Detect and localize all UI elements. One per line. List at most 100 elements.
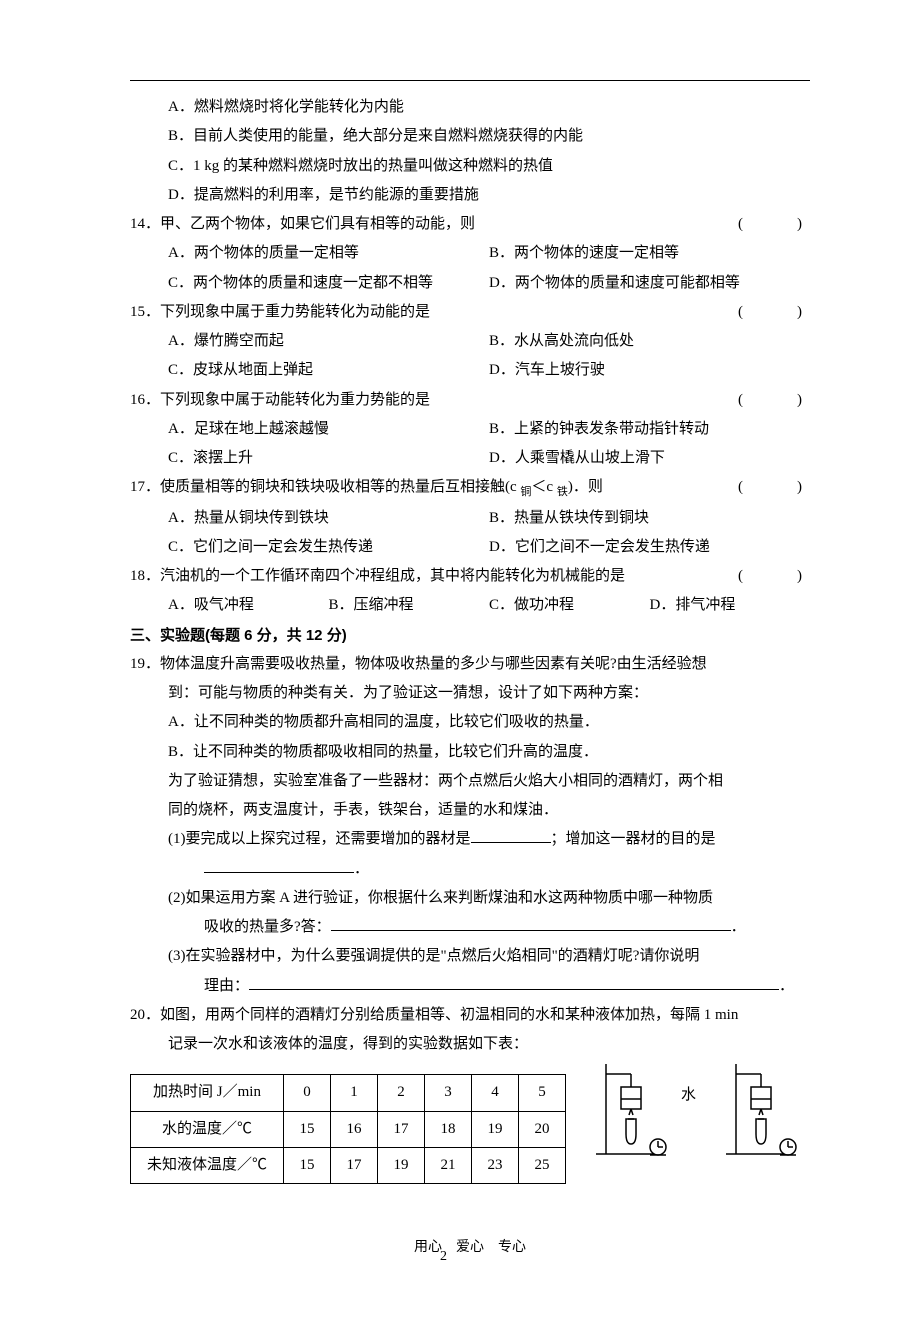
table-cell: 19 bbox=[472, 1111, 519, 1147]
table-cell: 21 bbox=[425, 1147, 472, 1183]
q15-text: 下列现象中属于重力势能转化为动能的是 bbox=[160, 304, 430, 320]
q18-opts: A．吸气冲程 B．压缩冲程 C．做功冲程 D．排气冲程 bbox=[130, 591, 810, 620]
q18-text: 汽油机的一个工作循环南四个冲程组成，其中将内能转化为机械能的是 bbox=[160, 568, 625, 584]
q16-opts-ab: A．足球在地上越滚越慢 B．上紧的钟表发条带动指针转动 bbox=[130, 415, 810, 444]
q19: 19．物体温度升高需要吸收热量，物体吸收热量的多少与哪些因素有关呢?由生活经验想 bbox=[130, 650, 810, 679]
q20-num: 20． bbox=[130, 1007, 160, 1023]
q17-opts-cd: C．它们之间一定会发生热传递 D．它们之间不一定会发生热传递 bbox=[130, 533, 810, 562]
blank-2 bbox=[204, 857, 354, 873]
q19-num: 19． bbox=[130, 656, 160, 672]
q17-optB: B．热量从铁块传到铜块 bbox=[489, 504, 810, 533]
apparatus-diagram: 水 bbox=[596, 1059, 836, 1169]
q17-text-b: ＜c bbox=[531, 479, 556, 495]
table-row: 未知液体温度／℃ 15 17 19 21 23 25 bbox=[131, 1147, 566, 1183]
q16-paren: ( ) bbox=[738, 386, 810, 415]
q17-num: 17． bbox=[130, 479, 160, 495]
table-cell: 16 bbox=[331, 1111, 378, 1147]
q19-sub3-b-row: 理由： ． bbox=[130, 972, 810, 1001]
table-row: 水的温度／℃ 15 16 17 18 19 20 bbox=[131, 1111, 566, 1147]
q18: 18．汽油机的一个工作循环南四个冲程组成，其中将内能转化为机械能的是 ( ) bbox=[130, 562, 810, 591]
q19-optB: B．让不同种类的物质都吸收相同的热量，比较它们升高的温度． bbox=[130, 738, 810, 767]
q19-sub2-b-row: 吸收的热量多?答： ． bbox=[130, 913, 810, 942]
table-cell: 15 bbox=[284, 1111, 331, 1147]
q18-optA: A．吸气冲程 bbox=[168, 591, 329, 620]
q17-optD: D．它们之间不一定会发生热传递 bbox=[489, 533, 810, 562]
q16-opts-cd: C．滚摆上升 D．人乘雪橇从山坡上滑下 bbox=[130, 444, 810, 473]
q16-optD: D．人乘雪橇从山坡上滑下 bbox=[489, 444, 810, 473]
q15-optD: D．汽车上坡行驶 bbox=[489, 356, 810, 385]
q19-sub1: (1)要完成以上探究过程，还需要增加的器材是；增加这一器材的目的是 bbox=[130, 825, 810, 854]
q13-optB: B．目前人类使用的能量，绝大部分是来自燃料燃烧获得的内能 bbox=[130, 122, 810, 151]
q18-optB: B．压缩冲程 bbox=[329, 591, 490, 620]
period1: ． bbox=[354, 861, 369, 877]
q15-opts-ab: A．爆竹腾空而起 B．水从高处流向低处 bbox=[130, 327, 810, 356]
data-table: 加热时间 J／min 0 1 2 3 4 5 水的温度／℃ 15 16 17 1… bbox=[130, 1074, 566, 1184]
table-diagram-row: 加热时间 J／min 0 1 2 3 4 5 水的温度／℃ 15 16 17 1… bbox=[130, 1059, 810, 1184]
q14-optB: B．两个物体的速度一定相等 bbox=[489, 239, 810, 268]
q16-num: 16． bbox=[130, 392, 160, 408]
q19-sub3-a: (3)在实验器材中，为什么要强调提供的是"点燃后火焰相同"的酒精灯呢?请你说明 bbox=[130, 942, 810, 971]
table-cell: 25 bbox=[519, 1147, 566, 1183]
q20: 20．如图，用两个同样的酒精灯分别给质量相等、初温相同的水和某种液体加热，每隔 … bbox=[130, 1001, 810, 1030]
table-cell: 4 bbox=[472, 1075, 519, 1111]
q16-optC: C．滚摆上升 bbox=[168, 444, 489, 473]
q18-num: 18． bbox=[130, 568, 160, 584]
q14-opts-cd: C．两个物体的质量和速度一定都不相等 D．两个物体的质量和速度可能都相等 bbox=[130, 269, 810, 298]
blank-4 bbox=[249, 974, 779, 990]
table-cell: 1 bbox=[331, 1075, 378, 1111]
q16: 16．下列现象中属于动能转化为重力势能的是( ) bbox=[130, 386, 810, 415]
table-cell: 23 bbox=[472, 1147, 519, 1183]
blank-3 bbox=[331, 915, 731, 931]
table-cell: 2 bbox=[378, 1075, 425, 1111]
q14-optA: A．两个物体的质量一定相等 bbox=[168, 239, 489, 268]
q17-optA: A．热量从铜块传到铁块 bbox=[168, 504, 489, 533]
q14: 14．甲、乙两个物体，如果它们具有相等的动能，则 ( ) bbox=[130, 210, 810, 239]
q18-paren: ( ) bbox=[738, 562, 810, 591]
q17-text-c: )．则 bbox=[568, 479, 603, 495]
table-cell: 5 bbox=[519, 1075, 566, 1111]
q17-text-a: 使质量相等的铜块和铁块吸收相等的热量后互相接触(c bbox=[160, 479, 520, 495]
page-number: 2 bbox=[440, 1243, 920, 1270]
q19-sub1-b: ；增加这一器材的目的是 bbox=[551, 831, 716, 847]
period2: ． bbox=[731, 919, 746, 935]
q15-optB: B．水从高处流向低处 bbox=[489, 327, 810, 356]
q13-optC: C．1 kg 的某种燃料燃烧时放出的热量叫做这种燃料的热值 bbox=[130, 152, 810, 181]
blank-1 bbox=[471, 827, 551, 843]
q14-num: 14． bbox=[130, 216, 160, 232]
q15-paren: ( ) bbox=[738, 298, 810, 327]
q19-sub1-blank: ． bbox=[130, 855, 810, 884]
q19-line1: 物体温度升高需要吸收热量，物体吸收热量的多少与哪些因素有关呢?由生活经验想 bbox=[160, 656, 707, 672]
q19-line3a: 为了验证猜想，实验室准备了一些器材：两个点燃后火焰大小相同的酒精灯，两个相 bbox=[130, 767, 810, 796]
q14-paren: ( ) bbox=[738, 210, 810, 239]
q14-opts-ab: A．两个物体的质量一定相等 B．两个物体的速度一定相等 bbox=[130, 239, 810, 268]
q14-text: 甲、乙两个物体，如果它们具有相等的动能，则 bbox=[160, 216, 475, 232]
q16-optA: A．足球在地上越滚越慢 bbox=[168, 415, 489, 444]
q17-sub2: 铁 bbox=[557, 486, 568, 498]
q17: 17．使质量相等的铜块和铁块吸收相等的热量后互相接触(c 铜＜c 铁)．则 ( ) bbox=[130, 473, 810, 503]
q14-optD: D．两个物体的质量和速度可能都相等 bbox=[489, 269, 810, 298]
period3: ． bbox=[779, 978, 794, 994]
section-3-title: 三、实验题(每题 6 分，共 12 分) bbox=[130, 621, 810, 650]
q15-optC: C．皮球从地面上弹起 bbox=[168, 356, 489, 385]
table-cell: 3 bbox=[425, 1075, 472, 1111]
diagram-label: 水 bbox=[681, 1086, 696, 1103]
q17-opts-ab: A．热量从铜块传到铁块 B．热量从铁块传到铜块 bbox=[130, 504, 810, 533]
q15-num: 15． bbox=[130, 304, 160, 320]
q20-line1: 如图，用两个同样的酒精灯分别给质量相等、初温相同的水和某种液体加热，每隔 1 m… bbox=[160, 1007, 738, 1023]
table-row: 加热时间 J／min 0 1 2 3 4 5 bbox=[131, 1075, 566, 1111]
q19-sub2-b: 吸收的热量多?答： bbox=[204, 919, 331, 935]
table-cell: 18 bbox=[425, 1111, 472, 1147]
q17-sub1: 铜 bbox=[520, 486, 531, 498]
q19-sub3-b: 理由： bbox=[204, 978, 249, 994]
table-cell: 20 bbox=[519, 1111, 566, 1147]
q17-paren: ( ) bbox=[738, 473, 810, 502]
header-rule bbox=[130, 80, 810, 81]
table-cell: 19 bbox=[378, 1147, 425, 1183]
table-header-0: 加热时间 J／min bbox=[131, 1075, 284, 1111]
table-cell: 0 bbox=[284, 1075, 331, 1111]
q18-optC: C．做功冲程 bbox=[489, 591, 650, 620]
q19-sub2-a: (2)如果运用方案 A 进行验证，你根据什么来判断煤油和水这两种物质中哪一种物质 bbox=[130, 884, 810, 913]
q17-optC: C．它们之间一定会发生热传递 bbox=[168, 533, 489, 562]
table-header-1: 水的温度／℃ bbox=[131, 1111, 284, 1147]
q15-optA: A．爆竹腾空而起 bbox=[168, 327, 489, 356]
